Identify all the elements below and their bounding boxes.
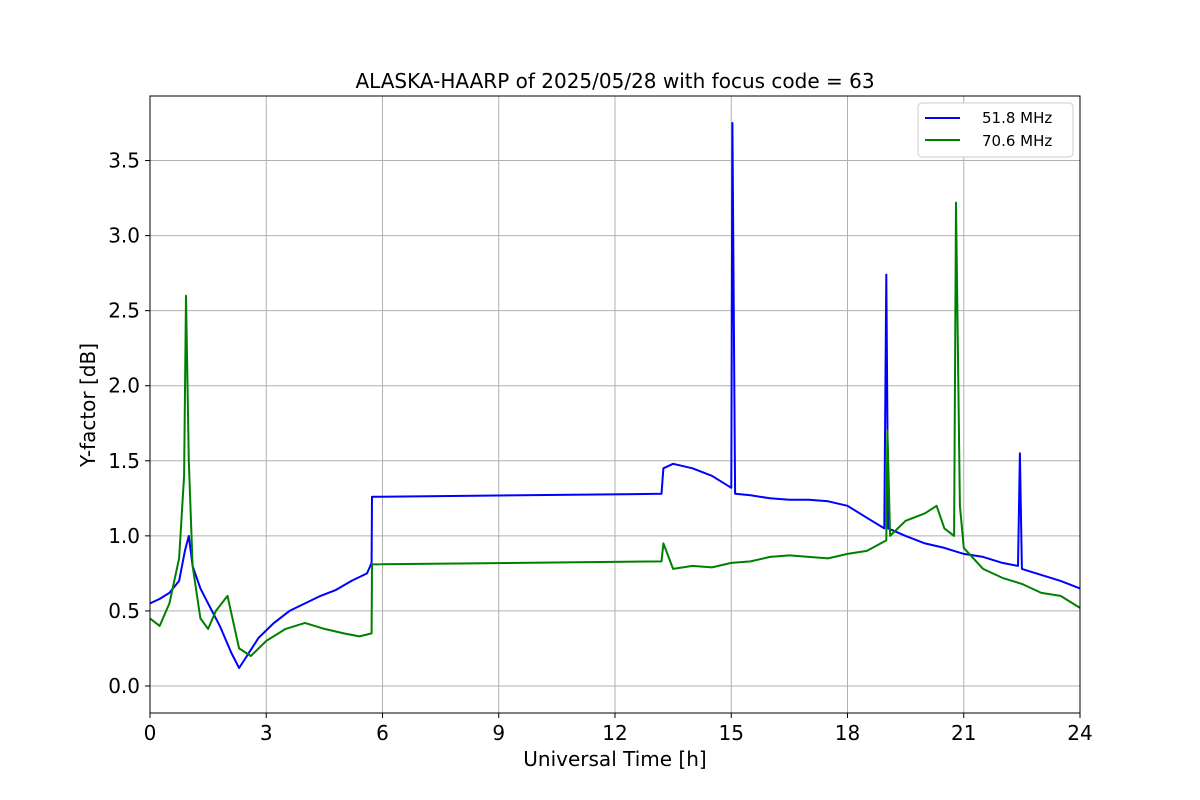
x-tick-label: 21 bbox=[951, 721, 976, 745]
x-tick-label: 9 bbox=[492, 721, 505, 745]
x-tick-label: 0 bbox=[144, 721, 157, 745]
y-tick-label: 0.0 bbox=[108, 674, 140, 698]
legend: 51.8 MHz 70.6 MHz bbox=[917, 102, 1074, 158]
y-tick-label: 3.0 bbox=[108, 224, 140, 248]
legend-box bbox=[917, 102, 1074, 158]
series-lines bbox=[149, 122, 1081, 669]
y-axis-label: Y-factor [dB] bbox=[76, 343, 100, 468]
y-tick-label: 3.5 bbox=[108, 149, 140, 173]
y-tick-label: 1.5 bbox=[108, 449, 140, 473]
x-tick-label: 6 bbox=[376, 721, 389, 745]
legend-label-51-8: 51.8 MHz bbox=[982, 109, 1052, 127]
y-tick-label: 2.5 bbox=[108, 299, 140, 323]
x-tick-label: 15 bbox=[719, 721, 744, 745]
axis-ticks: 0 3 6 9 12 15 18 21 24 0.0 0.5 1.0 1.5 2.0 2.5 3.0 3.5 bbox=[108, 149, 1093, 745]
y-tick-label: 2.0 bbox=[108, 374, 140, 398]
x-axis-label: Universal Time [h] bbox=[523, 747, 706, 771]
chart-title: ALASKA-HAARP of 2025/05/28 with focus co… bbox=[355, 69, 874, 93]
x-tick-label: 24 bbox=[1067, 721, 1092, 745]
series-line-51-8-mhz bbox=[149, 122, 1081, 669]
y-tick-label: 1.0 bbox=[108, 524, 140, 548]
y-tick-label: 0.5 bbox=[108, 599, 140, 623]
x-tick-label: 18 bbox=[835, 721, 860, 745]
x-tick-label: 3 bbox=[260, 721, 273, 745]
x-tick-label: 12 bbox=[602, 721, 627, 745]
series-line-70-6-mhz bbox=[149, 201, 1081, 657]
legend-label-70-6: 70.6 MHz bbox=[982, 132, 1052, 150]
